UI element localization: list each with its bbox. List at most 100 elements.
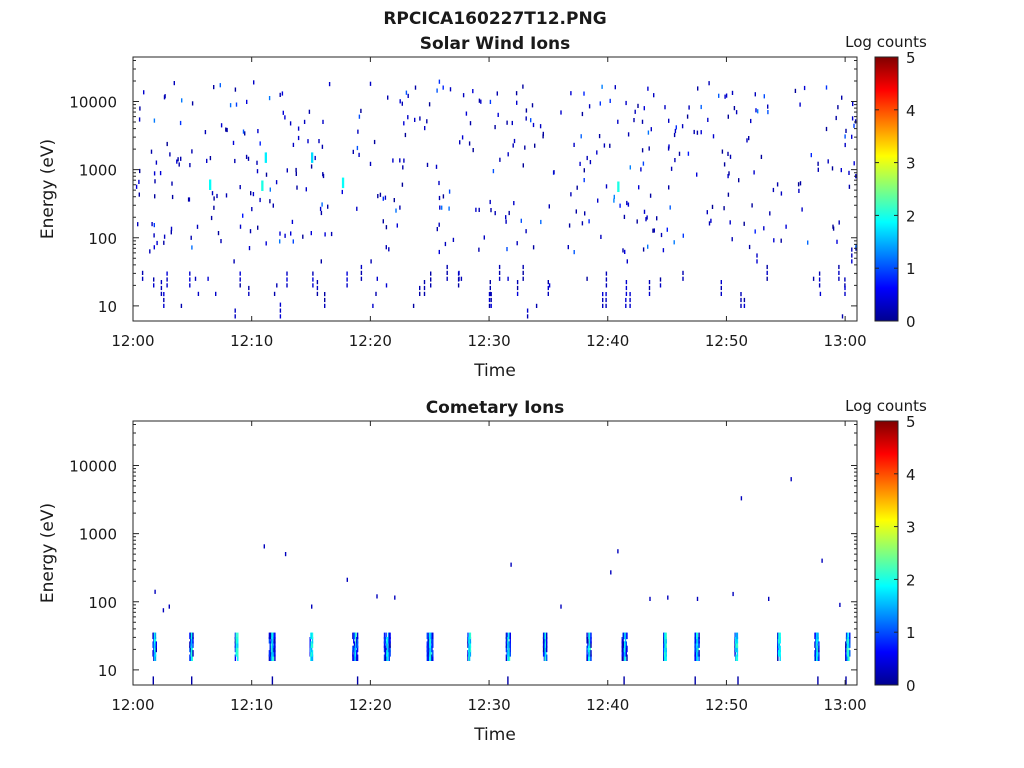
low-energy-cell: [766, 270, 768, 275]
burst-cell: [153, 650, 155, 657]
colorbar-label: Log counts: [845, 33, 927, 51]
burst-cell: [353, 650, 356, 657]
y-axis-label: Energy (eV): [38, 139, 58, 239]
ion-count-cell: [810, 153, 812, 158]
ion-count-cell: [708, 81, 710, 86]
ion-count-cell: [187, 197, 190, 202]
ion-count-cell: [748, 136, 750, 141]
ion-count-cell: [724, 94, 726, 99]
ion-count-cell: [436, 227, 438, 232]
ion-count-cell: [649, 193, 652, 198]
burst-cell: [386, 637, 388, 644]
sparse-ion-cell: [740, 496, 743, 501]
burst-cell: [192, 637, 194, 644]
ion-count-cell: [629, 165, 631, 170]
burst-cell: [155, 641, 157, 648]
ion-count-cell: [428, 102, 431, 107]
burst-cell: [623, 645, 625, 653]
ion-count-cell: [588, 104, 591, 109]
x-axis: 12:00 12:10 12:20 12:30 12:40 12:50 13:00: [111, 421, 867, 714]
burst-cell: [698, 654, 700, 661]
burst-cell: [426, 632, 428, 640]
ion-count-cell: [242, 129, 245, 134]
low-energy-cell: [490, 292, 492, 297]
burst-cell: [388, 632, 390, 640]
ion-count-cell: [166, 141, 168, 147]
ion-count-cell: [448, 206, 450, 211]
low-energy-cell: [743, 297, 746, 303]
low-energy-cell: [626, 259, 628, 264]
ion-count-cell: [384, 195, 387, 200]
burst-cell: [192, 641, 194, 648]
ion-count-cell: [465, 111, 468, 116]
burst-cell: [622, 637, 624, 644]
ion-count-cell: [522, 84, 524, 89]
burst-cell: [815, 632, 817, 640]
ion-count-cell: [138, 179, 140, 184]
burst-cell: [845, 650, 847, 657]
burst-cell: [543, 632, 546, 640]
ion-count-cell: [369, 161, 372, 166]
x-tick-label: 12:50: [705, 696, 748, 714]
sparse-ion-cell: [649, 596, 651, 601]
ion-count-cell: [441, 205, 443, 210]
colorbar-tick-label: 1: [906, 260, 916, 278]
burst-cell: [190, 654, 192, 661]
ion-count-cell: [548, 204, 550, 209]
ion-count-cell: [209, 156, 212, 161]
x-axis-label: Time: [473, 361, 516, 381]
burst-cell: [590, 637, 592, 644]
ion-count-cell: [480, 99, 482, 104]
burst-cell: [191, 645, 193, 653]
burst-cell: [735, 637, 738, 644]
burst-cell: [235, 637, 237, 644]
burst-cell: [353, 637, 355, 644]
burst-cell: [509, 641, 511, 648]
ion-count-cell: [249, 229, 252, 234]
ion-count-cell: [599, 101, 601, 106]
ion-count-cell: [170, 230, 172, 235]
ion-count-cell: [581, 111, 584, 117]
ion-count-cell: [767, 110, 769, 115]
ion-count-cell: [138, 192, 140, 197]
ion-count-cell: [310, 164, 313, 169]
ion-count-cell: [728, 171, 730, 176]
ion-count-cell: [171, 194, 174, 200]
burst-cell: [190, 641, 192, 648]
low-energy-cell: [851, 253, 853, 258]
low-energy-cell: [423, 285, 426, 291]
ion-count-cell: [670, 166, 673, 171]
burst-cell: [152, 650, 154, 657]
burst-cell: [430, 637, 432, 644]
ion-count-cell: [807, 240, 809, 245]
burst-cell: [191, 654, 193, 661]
ion-count-cell: [641, 148, 644, 153]
low-energy-cell: [489, 291, 491, 296]
ion-count-cell: [468, 141, 471, 146]
ion-count-cell: [515, 91, 518, 96]
burst-cell: [622, 645, 624, 653]
burst-cell: [663, 645, 665, 653]
ion-count-cell: [155, 160, 158, 165]
burst-cell: [237, 641, 239, 648]
burst-cell: [697, 645, 699, 653]
ion-count-cell: [360, 108, 362, 113]
burst-cell: [468, 632, 471, 640]
low-energy-cell: [602, 297, 604, 303]
ion-count-cell: [490, 208, 492, 213]
ion-count-cell: [531, 103, 534, 108]
burst-cell: [356, 641, 358, 648]
burst-cell: [845, 645, 847, 653]
ion-count-cell: [723, 206, 725, 211]
burst-cell: [356, 637, 358, 644]
sparse-ion-cell: [839, 602, 841, 607]
y-tick-label: 10: [98, 298, 117, 316]
ion-count-cell: [297, 135, 300, 141]
ion-count-cell: [216, 193, 218, 199]
sparse-ion-cell: [376, 594, 378, 599]
burst-cell: [234, 654, 237, 661]
burst-cell: [845, 632, 848, 640]
ion-count-cell: [265, 241, 267, 246]
low-energy-cell: [286, 283, 288, 288]
ion-count-cell: [838, 220, 840, 225]
